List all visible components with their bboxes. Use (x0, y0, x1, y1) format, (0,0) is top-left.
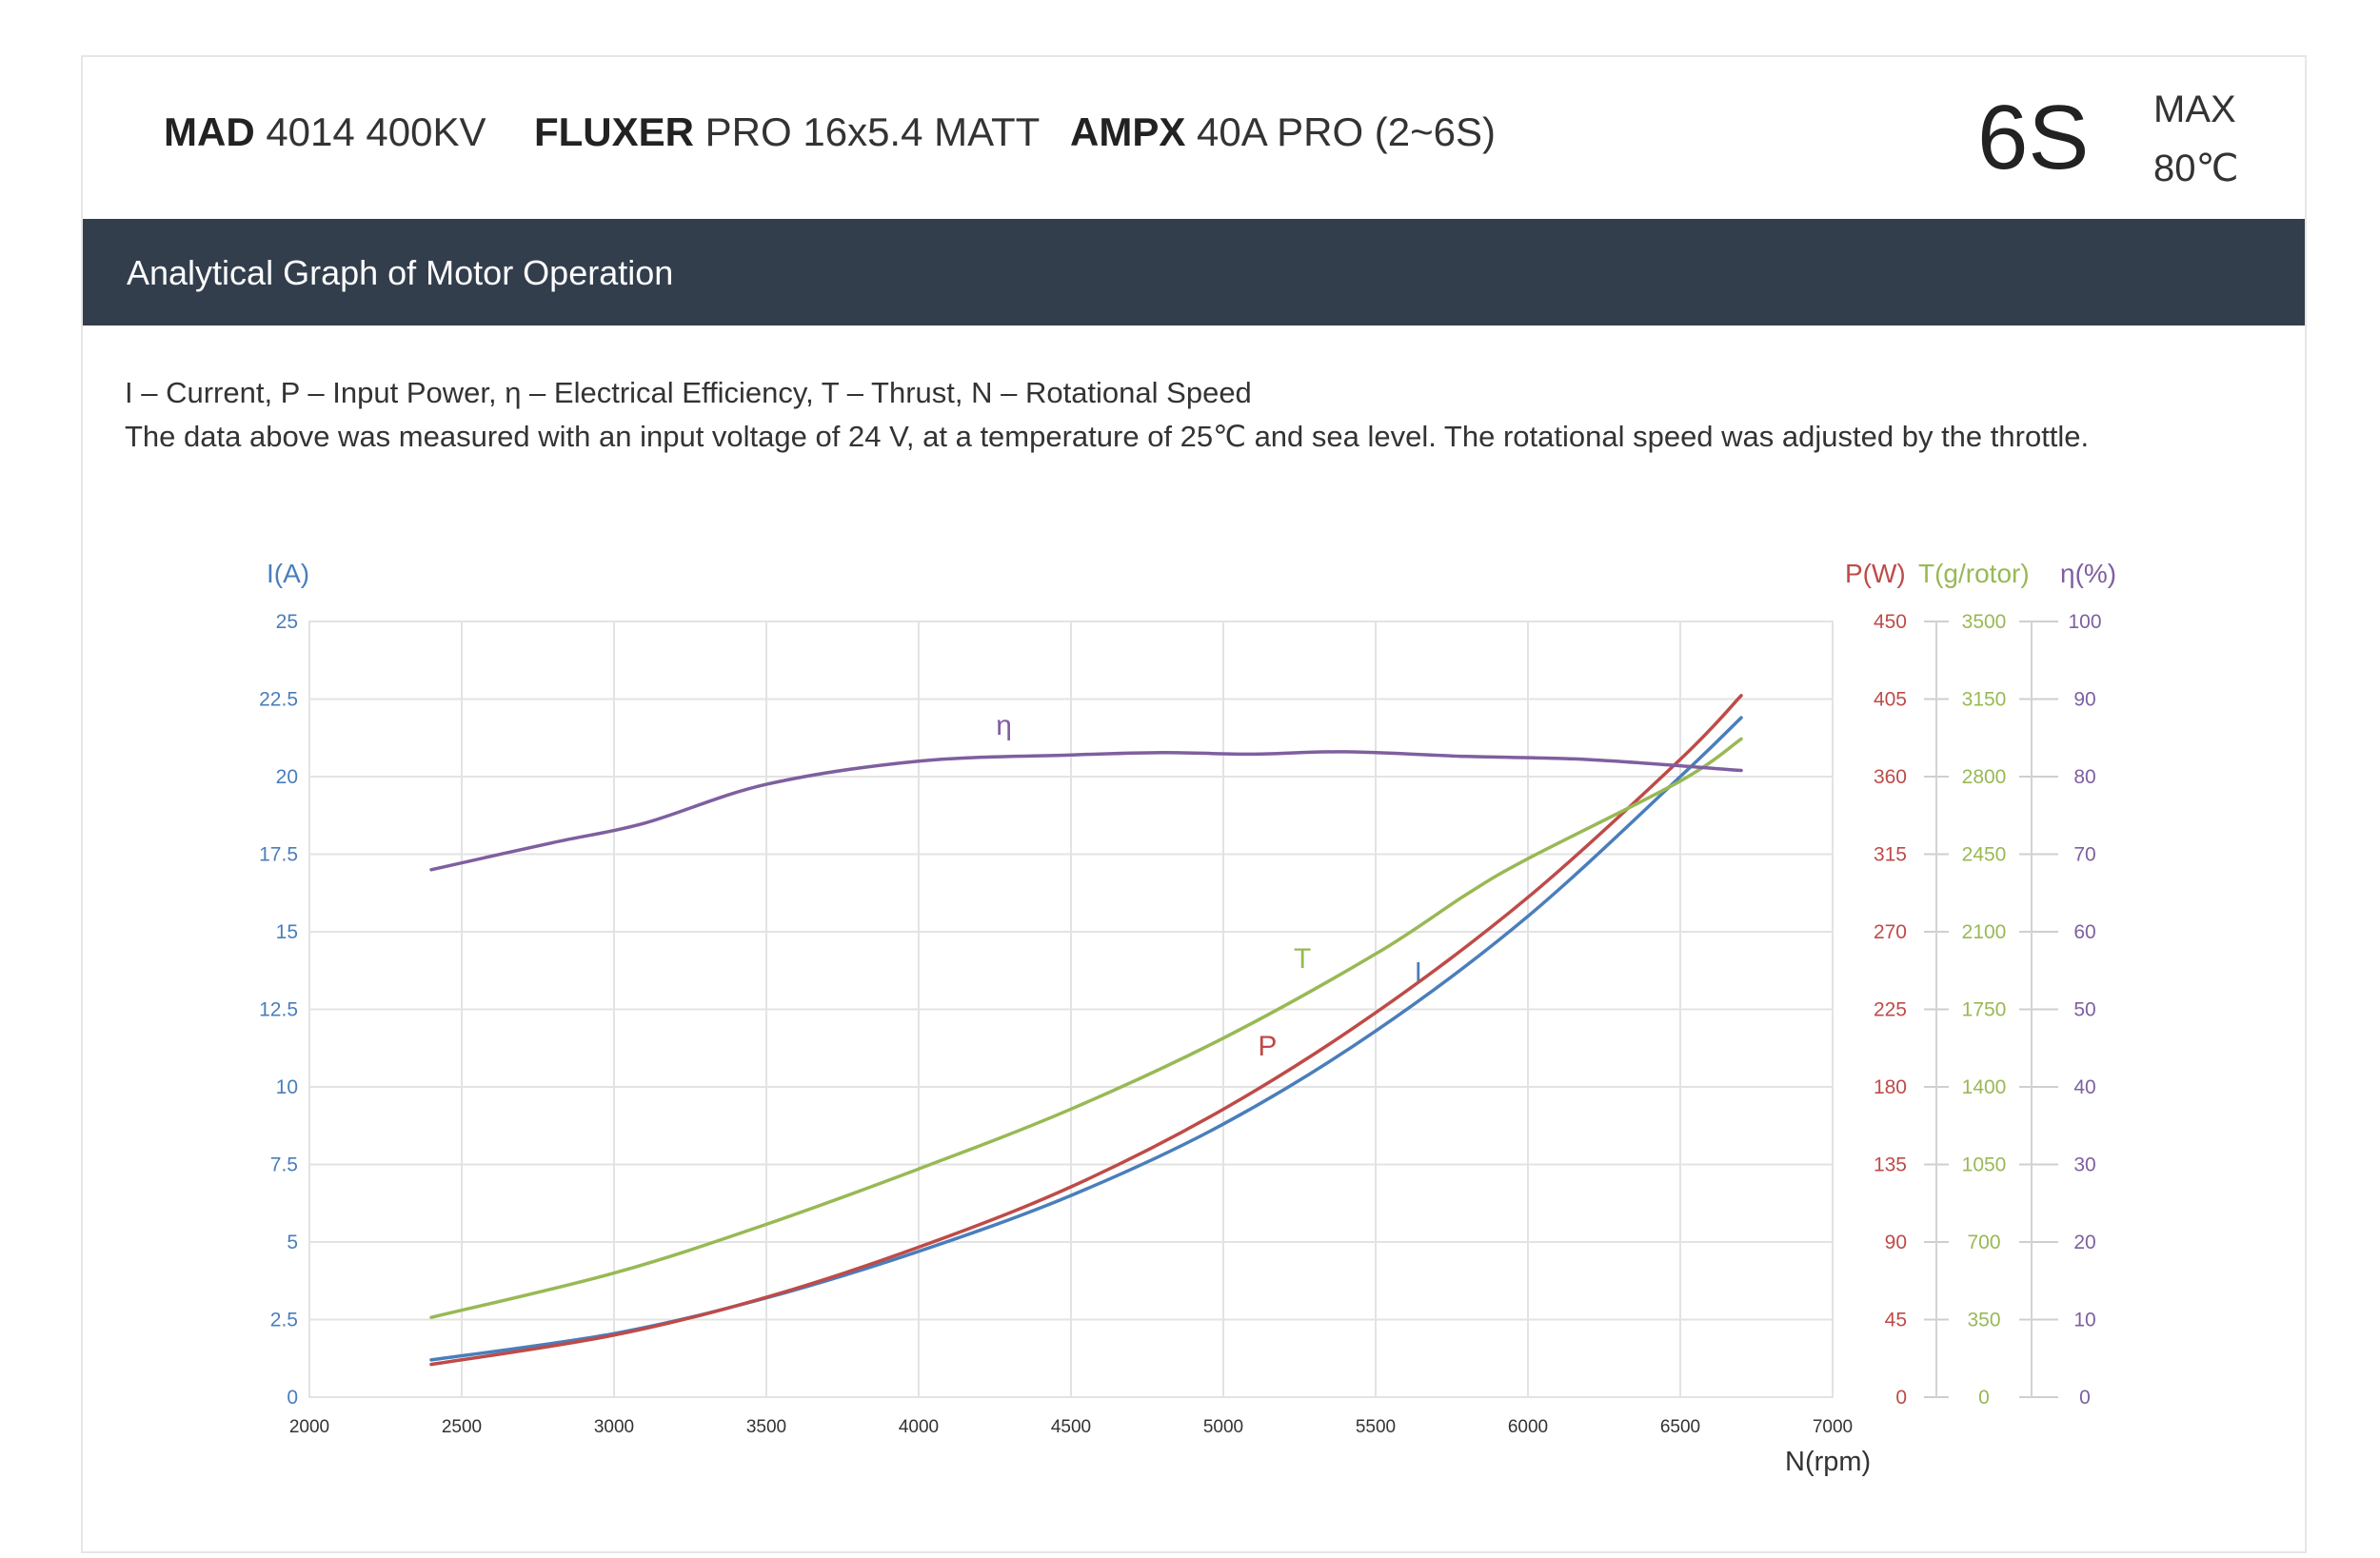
current-tick-label: 10 (276, 1076, 298, 1098)
x-tick-label: 5500 (1356, 1417, 1396, 1437)
series-label: P (1258, 1031, 1277, 1062)
max-label: MAX (2153, 89, 2236, 130)
thrust-axis-title: T(g/rotor) (1918, 559, 2030, 588)
thrust-tick-label: 350 (1967, 1310, 2000, 1331)
efficiency-tick-label: 90 (2073, 689, 2095, 711)
current-tick-label: 0 (287, 1387, 298, 1409)
efficiency-tick-label: 80 (2073, 766, 2095, 788)
current-tick-label: 20 (276, 766, 298, 788)
measurement-note: The data above was measured with an inpu… (125, 420, 2090, 453)
x-tick-label: 4000 (899, 1417, 939, 1437)
x-tick-label: 5000 (1203, 1417, 1243, 1437)
efficiency-tick-label: 10 (2073, 1310, 2095, 1331)
current-tick-label: 5 (287, 1232, 298, 1253)
x-tick-label: 7000 (1813, 1417, 1853, 1437)
power-axis-title: P(W) (1845, 559, 1906, 588)
esc-model: 40A PRO (2~6S) (1197, 109, 1497, 154)
x-tick-label: 2000 (289, 1417, 329, 1437)
series-label: T (1294, 943, 1311, 975)
current-axis-title: I(A) (267, 559, 309, 588)
x-tick-label: 3500 (746, 1417, 786, 1437)
motor-brand: MAD (164, 109, 255, 154)
x-tick-label: 6000 (1508, 1417, 1548, 1437)
symbol-legend: I – Current, P – Input Power, η – Electr… (125, 376, 1252, 409)
current-tick-label: 25 (276, 611, 298, 633)
motor-spec: MAD 4014 400KV (164, 109, 486, 155)
propeller-brand: FLUXER (534, 109, 694, 154)
efficiency-tick-label: 70 (2073, 844, 2095, 866)
propeller-spec: FLUXER PRO 16x5.4 MATT (534, 109, 1040, 155)
x-tick-label: 4500 (1051, 1417, 1091, 1437)
propeller-model: PRO 16x5.4 MATT (704, 109, 1041, 154)
power-tick-label: 315 (1874, 844, 1907, 866)
efficiency-tick-label: 40 (2073, 1076, 2095, 1098)
power-tick-label: 180 (1874, 1076, 1907, 1098)
power-tick-label: 270 (1874, 921, 1907, 943)
thrust-tick-label: 3500 (1962, 611, 2007, 633)
spec-header: MAD 4014 400KV FLUXER PRO 16x5.4 MATT AM… (83, 57, 2305, 219)
thrust-tick-label: 2100 (1962, 921, 2007, 943)
thrust-tick-label: 1750 (1962, 999, 2007, 1021)
thrust-tick-label: 3150 (1962, 689, 2007, 711)
current-tick-label: 12.5 (259, 999, 298, 1021)
x-tick-label: 3000 (594, 1417, 634, 1437)
efficiency-axis-title: η(%) (2060, 559, 2116, 588)
power-tick-label: 0 (1895, 1387, 1907, 1409)
power-tick-label: 225 (1874, 999, 1907, 1021)
efficiency-tick-label: 100 (2068, 611, 2101, 633)
thrust-tick-label: 2800 (1962, 766, 2007, 788)
thrust-tick-label: 2450 (1962, 844, 2007, 866)
section-title: Analytical Graph of Motor Operation (127, 253, 674, 292)
thrust-tick-label: 700 (1967, 1232, 2000, 1253)
thrust-tick-label: 0 (1978, 1387, 1990, 1409)
series-label: I (1415, 957, 1422, 989)
power-tick-label: 450 (1874, 611, 1907, 633)
power-tick-label: 45 (1885, 1310, 1907, 1331)
power-tick-label: 405 (1874, 689, 1907, 711)
motor-model: 4014 400KV (266, 109, 486, 154)
power-tick-label: 135 (1874, 1154, 1907, 1176)
thrust-tick-label: 1400 (1962, 1076, 2007, 1098)
current-tick-label: 22.5 (259, 689, 298, 711)
max-temperature: MAX 80℃ (2153, 80, 2238, 198)
current-tick-label: 17.5 (259, 844, 298, 866)
battery-cells: 6S (1977, 87, 2090, 188)
efficiency-tick-label: 0 (2079, 1387, 2091, 1409)
rpm-axis-title: N(rpm) (1785, 1447, 1871, 1477)
efficiency-tick-label: 30 (2073, 1154, 2095, 1176)
section-banner: Analytical Graph of Motor Operation (83, 219, 2305, 325)
power-tick-label: 90 (1885, 1232, 1907, 1253)
series-label: η (996, 710, 1012, 741)
esc-spec: AMPX 40A PRO (2~6S) (1070, 109, 1496, 155)
series-line-power (429, 694, 1743, 1367)
current-tick-label: 7.5 (270, 1154, 298, 1176)
x-tick-label: 6500 (1660, 1417, 1700, 1437)
current-tick-label: 2.5 (270, 1310, 298, 1331)
efficiency-tick-label: 50 (2073, 999, 2095, 1021)
series-line-current (429, 716, 1743, 1362)
esc-brand: AMPX (1070, 109, 1186, 154)
efficiency-tick-label: 60 (2073, 921, 2095, 943)
current-tick-label: 15 (276, 921, 298, 943)
series-line-efficiency (429, 750, 1743, 872)
thrust-tick-label: 1050 (1962, 1154, 2007, 1176)
series-line-thrust (429, 737, 1743, 1319)
efficiency-tick-label: 20 (2073, 1232, 2095, 1253)
x-tick-label: 2500 (442, 1417, 482, 1437)
max-temp-value: 80℃ (2153, 148, 2239, 189)
power-tick-label: 360 (1874, 766, 1907, 788)
